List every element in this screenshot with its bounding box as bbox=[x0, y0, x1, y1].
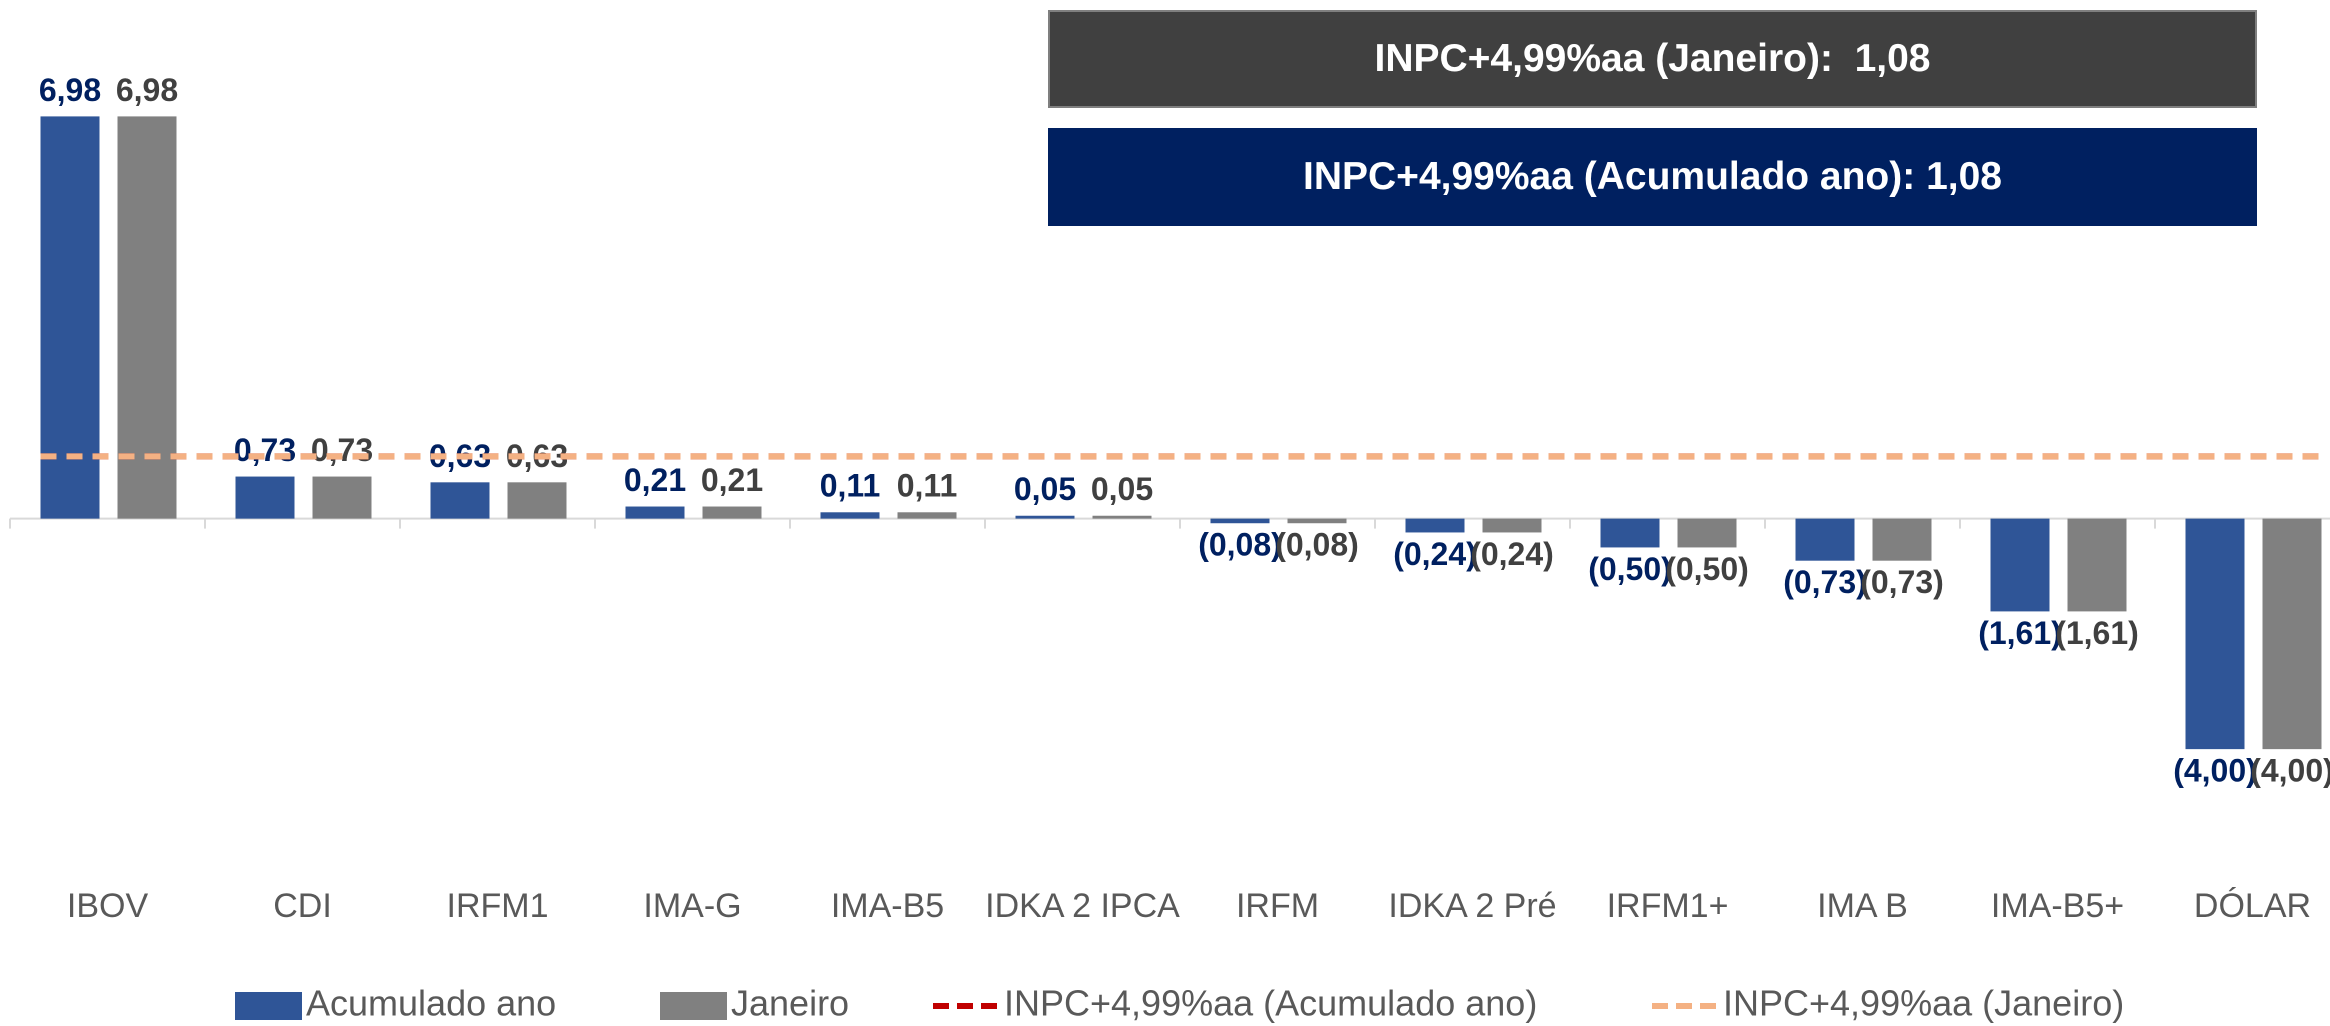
legend-swatch bbox=[235, 992, 302, 1020]
bar bbox=[1287, 518, 1347, 524]
legend-label: Acumulado ano bbox=[306, 983, 556, 1024]
bar bbox=[2262, 518, 2322, 750]
bar bbox=[702, 506, 762, 519]
bar bbox=[625, 506, 685, 519]
data-label: (0,73) bbox=[1860, 564, 1944, 600]
data-label: 0,11 bbox=[897, 468, 958, 504]
x-tick-label: IMA-B5+ bbox=[1990, 887, 2125, 925]
data-label: 6,98 bbox=[39, 72, 101, 108]
bar bbox=[1015, 515, 1075, 519]
data-label: (4,00) bbox=[2173, 753, 2257, 789]
data-label: 0,05 bbox=[1091, 471, 1153, 507]
bar bbox=[1405, 518, 1465, 533]
data-label: (0,24) bbox=[1470, 536, 1554, 572]
x-tick-label: IRFM bbox=[1235, 887, 1320, 925]
x-tick-label: DÓLAR bbox=[2193, 887, 2312, 925]
data-label: (4,00) bbox=[2250, 753, 2330, 789]
bar bbox=[897, 512, 957, 519]
data-label: (0,24) bbox=[1393, 536, 1477, 572]
data-label: (0,08) bbox=[1198, 527, 1282, 563]
legend-label: INPC+4,99%aa (Janeiro) bbox=[1723, 983, 2124, 1024]
annotation-box: INPC+4,99%aa (Acumulado ano): 1,08 bbox=[1048, 128, 2257, 226]
data-label: 0,05 bbox=[1014, 471, 1076, 507]
bar bbox=[2067, 518, 2127, 612]
data-label: (0,73) bbox=[1783, 564, 1867, 600]
bar bbox=[1600, 518, 1660, 548]
data-label: (1,61) bbox=[1978, 615, 2062, 651]
data-label: 0,73 bbox=[234, 432, 296, 468]
data-label: (0,50) bbox=[1665, 551, 1749, 587]
legend-label: INPC+4,99%aa (Acumulado ano) bbox=[1004, 983, 1537, 1024]
bar bbox=[430, 482, 490, 519]
x-tick-label: CDI bbox=[273, 887, 332, 925]
x-tick-label: IMA-G bbox=[643, 887, 742, 925]
data-label: 0,73 bbox=[311, 432, 373, 468]
legend-label: Janeiro bbox=[731, 983, 849, 1024]
data-label: 6,98 bbox=[116, 72, 178, 108]
x-tick-label: IBOV bbox=[66, 887, 149, 925]
data-label: (1,61) bbox=[2055, 615, 2139, 651]
annotation-box: INPC+4,99%aa (Janeiro): 1,08 bbox=[1048, 10, 2257, 108]
bar bbox=[2185, 518, 2245, 750]
bar bbox=[312, 476, 372, 519]
legend-swatch bbox=[660, 992, 727, 1020]
data-label: (0,08) bbox=[1275, 527, 1359, 563]
x-tick-label: IDKA 2 IPCA bbox=[985, 887, 1180, 925]
bar bbox=[1210, 518, 1270, 524]
bar bbox=[1990, 518, 2050, 612]
bar bbox=[1677, 518, 1737, 548]
bar bbox=[1872, 518, 1932, 561]
bar bbox=[1092, 515, 1152, 519]
data-label: 0,11 bbox=[820, 468, 881, 504]
bar bbox=[235, 476, 295, 519]
x-tick-label: IMA B bbox=[1817, 887, 1908, 925]
x-tick-label: IMA-B5 bbox=[830, 887, 945, 925]
bar bbox=[1795, 518, 1855, 561]
bar bbox=[507, 482, 567, 519]
bar bbox=[1482, 518, 1542, 533]
bar bbox=[820, 512, 880, 519]
x-tick-label: IDKA 2 Pré bbox=[1388, 887, 1557, 925]
bar bbox=[40, 116, 100, 519]
data-label: (0,50) bbox=[1588, 551, 1672, 587]
x-tick-label: IRFM1 bbox=[446, 887, 549, 925]
data-label: 0,21 bbox=[701, 462, 763, 498]
x-tick-label: IRFM1+ bbox=[1606, 887, 1729, 925]
data-label: 0,21 bbox=[624, 462, 686, 498]
bar bbox=[117, 116, 177, 519]
